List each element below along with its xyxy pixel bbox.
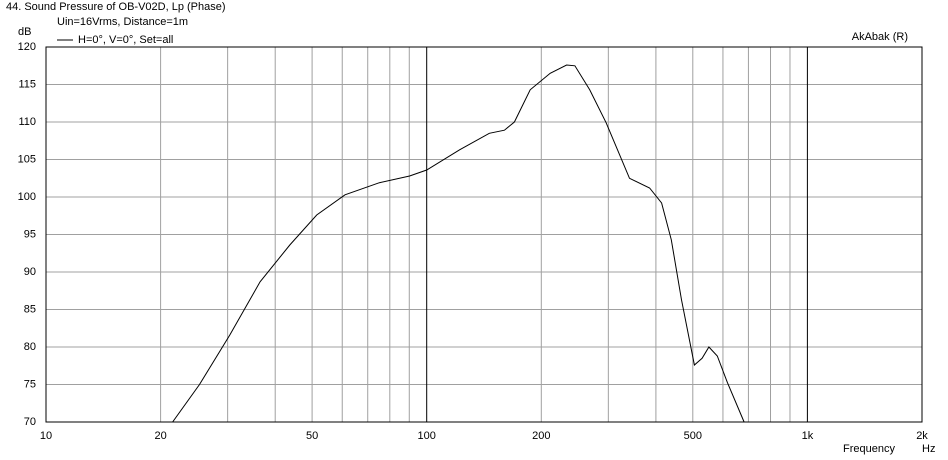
x-tick-label: 50	[306, 430, 318, 442]
x-tick-label: 10	[40, 430, 52, 442]
chart-subtitle: Uin=16Vrms, Distance=1m	[57, 16, 188, 28]
y-tick-label: 85	[24, 303, 36, 315]
x-tick-label: 500	[684, 430, 702, 442]
y-tick-label: 110	[18, 116, 36, 128]
x-tick-label: 20	[154, 430, 166, 442]
y-axis-label: dB	[18, 26, 31, 38]
y-tick-label: 100	[18, 191, 36, 203]
plot-frame	[45, 46, 923, 423]
series-line	[46, 64, 745, 423]
x-axis-label: Frequency	[843, 443, 895, 455]
x-tick-label: 100	[418, 430, 436, 442]
x-tick-label: 1k	[802, 430, 814, 442]
y-tick-label: 80	[24, 341, 36, 353]
y-tick-label: 115	[18, 78, 36, 90]
x-unit: Hz	[922, 443, 935, 455]
y-tick-label: 105	[18, 153, 36, 165]
y-tick-label: 90	[24, 266, 36, 278]
legend-label: H=0°, V=0°, Set=all	[78, 34, 173, 46]
watermark: AkAbak (R)	[852, 31, 908, 43]
y-tick-label: 120	[18, 41, 36, 53]
x-tick-label: 2k	[916, 430, 928, 442]
y-tick-label: 75	[24, 378, 36, 390]
y-tick-label: 70	[24, 416, 36, 428]
x-tick-label: 200	[532, 430, 550, 442]
y-tick-label: 95	[24, 228, 36, 240]
chart-title: 44. Sound Pressure of OB-V02D, Lp (Phase…	[6, 1, 226, 13]
